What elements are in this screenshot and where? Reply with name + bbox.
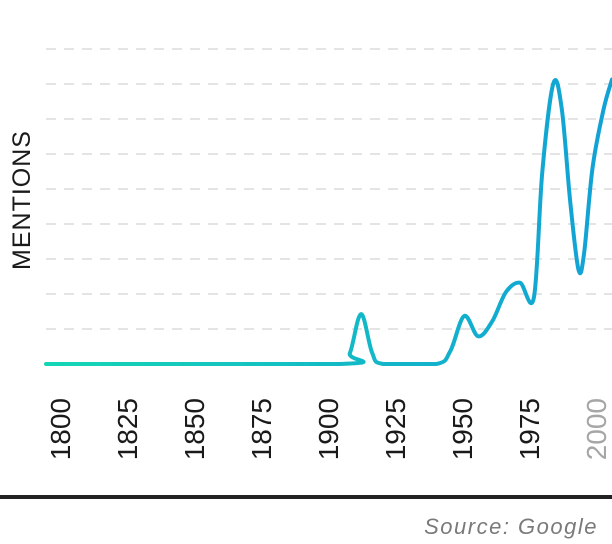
x-tick-label: 1975	[514, 398, 545, 460]
mentions-series-line	[44, 77, 612, 367]
x-tick-label: 1950	[447, 398, 478, 460]
x-tick-label: 1850	[179, 398, 210, 460]
x-axis-tick-labels: 1800 1825 1850 1875 1900 1925 1950 1975 2000	[45, 398, 612, 460]
x-tick-label: 1825	[112, 398, 143, 460]
x-tick-label: 1875	[246, 398, 277, 460]
x-tick-label: 1925	[380, 398, 411, 460]
x-tick-label: 2000	[581, 398, 612, 460]
gridlines	[46, 48, 612, 330]
x-tick-label: 1900	[313, 398, 344, 460]
y-axis-label: MENTIONS	[8, 130, 36, 270]
x-tick-label: 1800	[45, 398, 76, 460]
source-credit: Source: Google	[424, 514, 598, 539]
